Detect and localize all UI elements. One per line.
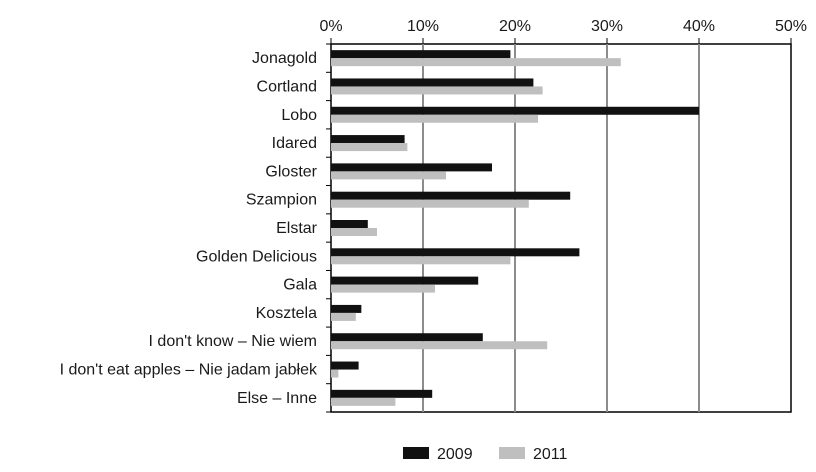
bar-2011	[331, 143, 408, 152]
bar-2009	[331, 304, 362, 313]
bar-2011	[331, 256, 511, 265]
bar-2009	[331, 220, 368, 228]
bar-2009	[331, 248, 580, 257]
bar-2011	[331, 397, 396, 406]
bar-2011	[331, 284, 435, 293]
x-tick-label: 50%	[775, 18, 807, 35]
bar-2011	[331, 58, 621, 67]
category-label: Kosztela	[256, 305, 317, 322]
category-label: Idared	[272, 135, 317, 152]
bar-2009	[331, 135, 405, 144]
bar-2011	[331, 228, 377, 236]
x-tick-label: 30%	[591, 18, 623, 35]
category-label: Gala	[283, 277, 317, 294]
legend-label: 2011	[533, 446, 568, 463]
bar-2011	[331, 341, 548, 350]
category-label: Golden Delicious	[196, 248, 317, 265]
bar-2009	[331, 361, 359, 370]
bar-2011	[331, 171, 446, 180]
category-label: I don't know – Nie wiem	[149, 333, 317, 350]
legend-swatch-2009	[403, 447, 429, 459]
bar-2009	[331, 276, 479, 285]
category-label: Elstar	[276, 220, 318, 237]
bar-2009	[331, 333, 483, 342]
category-label: Cortland	[257, 78, 317, 95]
bar-2011	[331, 86, 543, 95]
bar-2009	[331, 191, 571, 200]
plot-area-frame	[330, 43, 792, 413]
x-tick-label: 40%	[683, 18, 715, 35]
category-label: Jonagold	[252, 50, 317, 67]
category-label: Gloster	[265, 163, 317, 180]
category-label: Szampion	[246, 192, 317, 209]
x-tick-label: 0%	[319, 18, 342, 35]
legend-label: 2009	[437, 446, 473, 463]
x-tick-label: 10%	[407, 18, 439, 35]
bar-2009	[331, 50, 511, 59]
bar-2011	[331, 114, 538, 123]
bar-2011	[331, 312, 356, 321]
category-label: Lobo	[281, 107, 317, 124]
bar-2011	[331, 369, 339, 378]
bar-2009	[331, 78, 534, 87]
legend-swatch-2011	[499, 447, 525, 459]
bar-2009	[331, 106, 699, 115]
x-tick-label: 20%	[499, 18, 531, 35]
bar-2011	[331, 199, 529, 208]
bar-2009	[331, 163, 492, 172]
category-label: Else – Inne	[237, 390, 317, 407]
bar-2009	[331, 389, 433, 398]
category-label: I don't eat apples – Nie jadam jabłek	[60, 362, 318, 379]
